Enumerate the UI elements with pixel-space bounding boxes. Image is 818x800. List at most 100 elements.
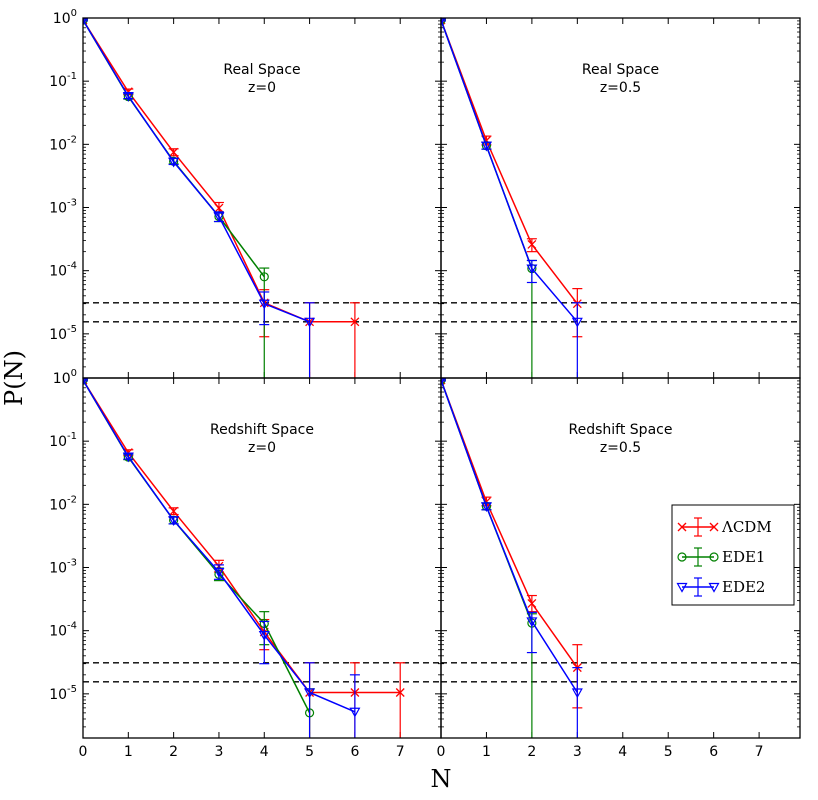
y-tick-exponent: -1 xyxy=(67,71,77,82)
marker-v-ede2 xyxy=(349,707,361,718)
x-tick-label: 2 xyxy=(169,744,178,760)
legend-marker-ede2 xyxy=(676,582,688,593)
y-tick-exponent: -4 xyxy=(67,261,77,272)
marker-stroke xyxy=(527,598,537,608)
y-tick-label: 10-3 xyxy=(49,198,77,217)
y-tick-base: 10 xyxy=(49,137,67,153)
series-group xyxy=(441,18,583,378)
legend-marker-ede1 xyxy=(709,552,719,562)
marker-v-ede2 xyxy=(304,688,316,699)
marker-v-ede2 xyxy=(168,516,180,526)
x-tick-label: 5 xyxy=(305,744,314,760)
legend-marker-ede1 xyxy=(677,552,687,562)
x-tick-label: 7 xyxy=(755,744,764,760)
marker-v-ede2 xyxy=(168,157,180,168)
legend-label-ede2: EDE2 xyxy=(722,578,765,596)
marker-v-ede2 xyxy=(83,378,88,386)
panel-title-line1: Redshift Space xyxy=(569,422,673,438)
panel-title-line1: Real Space xyxy=(582,62,659,78)
y-tick-exponent: -4 xyxy=(67,621,77,632)
marker-o-ede1 xyxy=(441,18,446,25)
y-tick-base: 10 xyxy=(49,624,67,640)
x-tick-label: 4 xyxy=(618,744,627,760)
marker-v-ede2 xyxy=(258,299,270,310)
series-line-ede2 xyxy=(83,19,310,323)
panel-title-line1: Real Space xyxy=(223,62,300,78)
y-tick-base: 10 xyxy=(49,327,67,343)
marker-v-ede2 xyxy=(83,18,88,26)
marker-x-lcdm xyxy=(527,240,537,249)
y-tick-base: 10 xyxy=(49,264,67,280)
marker-stroke xyxy=(395,688,405,697)
legend-label-ede1: EDE1 xyxy=(722,548,765,566)
panel-redshift-z05: 0 1 2 3 4 5 6 7 Redshift Space z=0.5 xyxy=(437,377,801,760)
y-tick-base: 10 xyxy=(49,201,67,217)
x-tick-label: 7 xyxy=(396,744,405,760)
x-tick-label: 5 xyxy=(664,744,673,760)
marker-v-ede2 xyxy=(571,688,583,699)
y-tick-base: 10 xyxy=(49,434,67,450)
marker-v-ede2 xyxy=(258,631,270,641)
x-tick-label: 1 xyxy=(482,744,491,760)
x-tick-label: 3 xyxy=(214,744,223,760)
marker-v-ede2 xyxy=(526,264,538,275)
x-tick-label: 1 xyxy=(124,744,133,760)
marker-v-ede2 xyxy=(213,567,225,578)
legend: ΛCDM EDE1 EDE2 xyxy=(671,504,795,606)
marker-stroke xyxy=(527,240,537,249)
y-tick-label: 10-2 xyxy=(49,494,77,513)
y-tick-label: 10-3 xyxy=(49,558,77,577)
y-tick-label: 10-1 xyxy=(49,71,77,90)
y-tick-label: 10-2 xyxy=(49,134,77,153)
y-tick-exponent: 0 xyxy=(71,8,77,19)
x-tick-label: 2 xyxy=(527,744,536,760)
marker-stroke xyxy=(481,497,491,507)
y-tick-label: 10-4 xyxy=(49,261,77,280)
y-tick-label: 100 xyxy=(53,8,77,27)
legend-marker-lcdm xyxy=(709,522,719,532)
x-tick-label: 6 xyxy=(709,744,718,760)
marker-o-ede1 xyxy=(83,18,88,25)
panel-title-line2: z=0 xyxy=(248,440,276,456)
marker-stroke xyxy=(169,147,179,157)
x-tick-label: 3 xyxy=(573,744,582,760)
y-tick-exponent: -5 xyxy=(67,684,77,695)
marker-stroke xyxy=(350,317,360,327)
marker-v-ede2 xyxy=(122,92,134,102)
y-tick-exponent: -2 xyxy=(67,494,77,505)
y-tick-exponent: -3 xyxy=(67,558,77,569)
panel-title-line2: z=0.5 xyxy=(600,440,641,456)
marker-v-ede2 xyxy=(526,617,538,628)
y-tick-exponent: -3 xyxy=(67,198,77,209)
marker-x-lcdm xyxy=(169,147,179,157)
y-tick-exponent: -1 xyxy=(67,431,77,442)
x-tick-label: 0 xyxy=(437,744,446,760)
x-tick-label: 0 xyxy=(79,744,88,760)
y-axis-label: P(N) xyxy=(0,350,28,406)
y-tick-base: 10 xyxy=(49,687,67,703)
y-tick-base: 10 xyxy=(53,371,71,387)
panel-title-line2: z=0 xyxy=(248,80,276,96)
series-group xyxy=(441,378,583,738)
panel-title-line1: Redshift Space xyxy=(210,422,314,438)
legend-marker-ede2 xyxy=(708,582,720,593)
marker-v-ede2 xyxy=(480,141,492,152)
series-group xyxy=(83,378,406,738)
series-line-ede2 xyxy=(441,379,578,693)
legend-marker-lcdm xyxy=(677,522,687,532)
marker-v-ede2 xyxy=(441,378,446,386)
series-line-lcdm xyxy=(441,19,578,305)
y-tick-base: 10 xyxy=(53,11,71,27)
y-tick-label: 100 xyxy=(53,368,77,387)
marker-v-ede2 xyxy=(441,18,446,26)
series-line-ede2 xyxy=(441,19,578,323)
series-line-lcdm xyxy=(441,379,578,669)
y-tick-label: 10-1 xyxy=(49,431,77,450)
panel-title-line2: z=0.5 xyxy=(600,80,641,96)
x-tick-label: 6 xyxy=(350,744,359,760)
marker-x-lcdm xyxy=(169,506,179,516)
marker-v-ede2 xyxy=(304,317,316,328)
